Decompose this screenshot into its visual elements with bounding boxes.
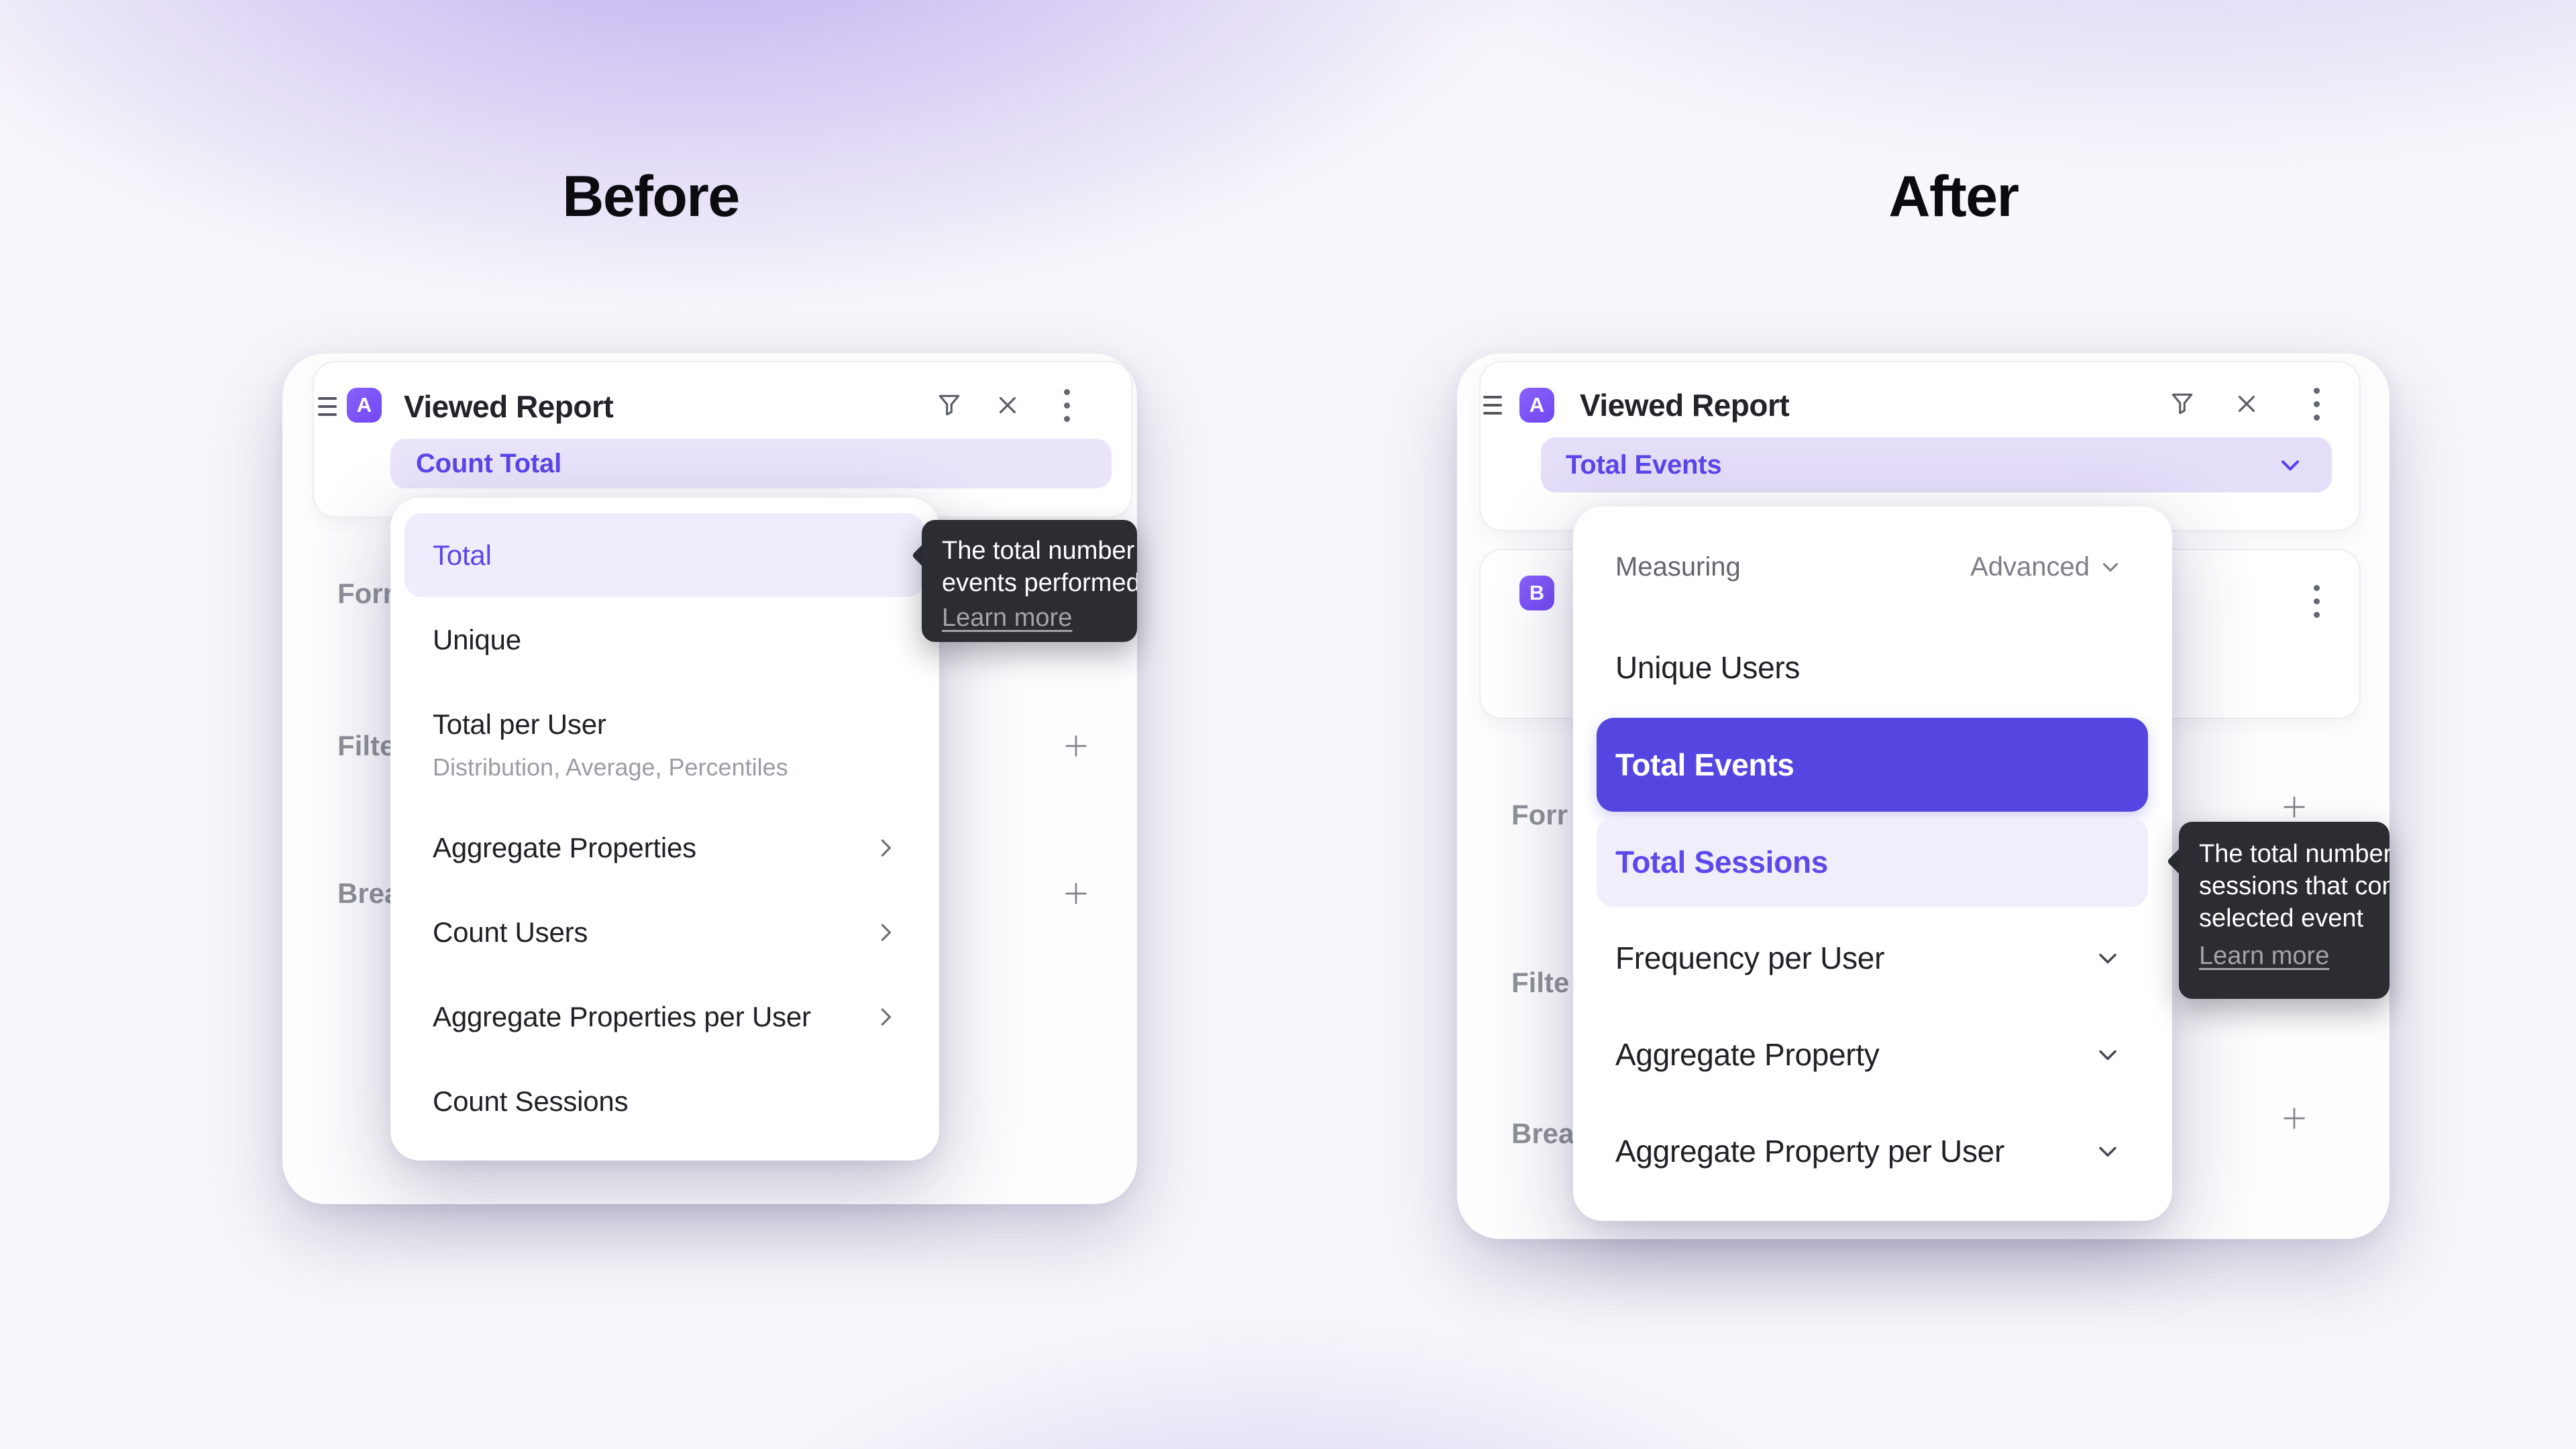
tooltip-line: The total number of: [2199, 840, 2390, 868]
before-event-card: A Viewed Report Count Total: [313, 361, 1132, 518]
filter-button[interactable]: [2166, 388, 2198, 420]
funnel-icon: [938, 394, 960, 416]
tooltip-line: The total number of: [942, 537, 1137, 565]
measurement-dropdown-before: Total Unique Total per User Distribution…: [390, 498, 939, 1161]
row-label-formula: Forr: [337, 578, 394, 609]
x-icon: [999, 396, 1016, 414]
menu-item-unique[interactable]: Unique: [433, 624, 521, 655]
chevron-down-icon: [2099, 1146, 2116, 1157]
chevron-right-icon: [881, 839, 892, 857]
menu-item-total-sessions[interactable]: [1597, 817, 2148, 907]
menu-item-total-per-user[interactable]: Total per User: [433, 708, 606, 740]
advanced-selector[interactable]: Advanced: [1909, 547, 2123, 587]
close-button[interactable]: [991, 389, 1024, 421]
menu-item-aggregate-properties-per-user[interactable]: Aggregate Properties per User: [433, 1001, 811, 1032]
tooltip-line: events performed: [942, 569, 1137, 597]
add-breakdown-button[interactable]: [1061, 878, 1091, 909]
event-badge-a: A: [347, 388, 382, 423]
row-label-breakdown: Brea: [337, 877, 400, 909]
kebab-icon: [2313, 387, 2320, 421]
menu-item-aggregate-properties[interactable]: Aggregate Properties: [433, 832, 696, 863]
x-icon: [2238, 395, 2255, 413]
menu-item-total-per-user-sublabel: Distribution, Average, Percentiles: [433, 753, 788, 781]
menu-item-total-sessions-label[interactable]: Total Sessions: [1615, 845, 1829, 879]
chevron-right-icon: [881, 1008, 892, 1026]
chevron-down-icon: [2102, 563, 2118, 572]
learn-more-link[interactable]: Learn more: [942, 604, 1073, 632]
chevron-down-icon: [2099, 1050, 2116, 1061]
plus-icon: [2284, 1108, 2305, 1129]
row-label-formula: Forr: [1511, 799, 1568, 830]
learn-more-link[interactable]: Learn more: [2199, 942, 2330, 970]
menu-item-total-events[interactable]: [1597, 718, 2148, 812]
row-label-filter: Filte: [337, 730, 396, 761]
after-title: After: [1888, 164, 2019, 229]
plus-icon: [1065, 735, 1087, 757]
more-options-button[interactable]: [2300, 584, 2332, 618]
menu-item-aggregate-property-per-user[interactable]: Aggregate Property per User: [1615, 1134, 2004, 1169]
menu-item-count-users[interactable]: Count Users: [433, 916, 588, 948]
event-title: Viewed Report: [1580, 388, 1790, 423]
add-filter-button[interactable]: [1061, 731, 1091, 761]
before-title: Before: [562, 164, 740, 229]
event-badge-a: A: [1519, 388, 1554, 423]
before-report-panel: A Viewed Report Count Total Forr Filte B…: [282, 354, 1137, 1204]
kebab-icon: [1063, 388, 1070, 422]
add-breakdown-button[interactable]: [2279, 1103, 2310, 1134]
filter-button[interactable]: [933, 389, 965, 421]
measuring-label: Measuring: [1615, 552, 1741, 582]
kebab-icon: [2313, 584, 2320, 618]
chevron-down-icon: [2281, 460, 2300, 471]
plus-icon: [2284, 796, 2305, 818]
menu-item-total[interactable]: [405, 513, 924, 597]
menu-item-total-events-label[interactable]: Total Events: [1615, 747, 1794, 782]
more-options-button[interactable]: [1051, 388, 1083, 422]
after-event-card: A Viewed Report Total Events: [1479, 361, 2361, 531]
menu-item-total-label[interactable]: Total: [433, 539, 492, 571]
chevron-right-icon: [881, 924, 892, 941]
drag-handle-icon[interactable]: [318, 397, 337, 416]
measurement-dropdown-after: Measuring Advanced Unique Users Total Ev…: [1573, 506, 2172, 1221]
funnel-icon: [2171, 393, 2193, 415]
event-badge-b: B: [1519, 576, 1554, 610]
row-label-filter: Filte: [1511, 967, 1570, 998]
event-title: Viewed Report: [404, 389, 614, 424]
plus-icon: [1065, 883, 1087, 904]
after-report-panel: A Viewed Report Total Events B F: [1457, 354, 2390, 1239]
close-button[interactable]: [2231, 388, 2263, 420]
menu-item-unique-users[interactable]: Unique Users: [1615, 650, 1801, 685]
add-formula-button[interactable]: [2279, 792, 2310, 822]
row-label-breakdown: Brea: [1511, 1118, 1574, 1149]
total-sessions-tooltip: The total number of sessions that contai…: [2179, 822, 2390, 999]
measurement-pill[interactable]: Count Total: [390, 439, 1112, 488]
drag-handle-icon[interactable]: [1483, 396, 1502, 415]
menu-item-aggregate-property[interactable]: Aggregate Property: [1615, 1037, 1880, 1072]
menu-item-frequency-per-user[interactable]: Frequency per User: [1615, 941, 1885, 975]
measurement-pill-open[interactable]: Total Events: [1541, 437, 2332, 492]
tooltip-line: selected event: [2199, 904, 2364, 932]
total-tooltip: The total number of events performed Lea…: [922, 520, 1137, 642]
tooltip-line: sessions that contain: [2199, 872, 2390, 900]
chevron-down-icon: [2099, 953, 2116, 964]
more-options-button[interactable]: [2300, 387, 2332, 421]
menu-item-count-sessions[interactable]: Count Sessions: [433, 1085, 629, 1117]
